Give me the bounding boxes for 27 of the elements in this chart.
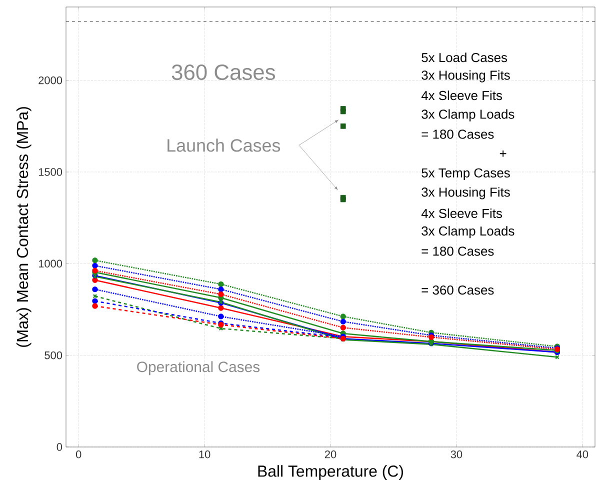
x-tick-label: 10 [199, 450, 210, 458]
annotation: 3x Clamp Loads [422, 109, 514, 122]
annotation: 4x Sleeve Fits [421, 208, 502, 218]
annotation: 360 Cases [172, 64, 276, 80]
x-tick-label: 30 [450, 450, 462, 458]
y-tick-label: 2000 [38, 76, 62, 84]
y-tick-label: 500 [44, 351, 62, 360]
annotation: 3x Housing Fits [422, 187, 510, 200]
annotation: Operational Cases [137, 361, 260, 376]
y-tick-label: 0 [56, 443, 62, 451]
annotation: = 360 Cases [422, 285, 494, 295]
x-tick-label: 40 [576, 450, 588, 458]
annotation: = 180 Cases [422, 246, 494, 256]
annotation: 4x Sleeve Fits [421, 90, 502, 100]
annotation: 3x Housing Fits [422, 70, 510, 82]
annotation: 5x Temp Cases [422, 168, 510, 180]
y-tick-label: 1000 [38, 260, 62, 268]
annotation: + [500, 150, 506, 157]
x-tick-label: 20 [324, 450, 336, 458]
annotation: = 180 Cases [422, 130, 494, 139]
y-tick-label: 1500 [38, 168, 62, 176]
y-axis-title: (Max) Mean Contact Stress (MPa) [16, 107, 32, 347]
x-tick-label: 0 [76, 450, 82, 458]
annotation: 3x Clamp Loads [422, 226, 514, 238]
x-axis-title: Ball Temperature (C) [258, 465, 403, 480]
annotation: 5x Load Cases [422, 52, 508, 62]
annotation: Launch Cases [168, 138, 280, 152]
